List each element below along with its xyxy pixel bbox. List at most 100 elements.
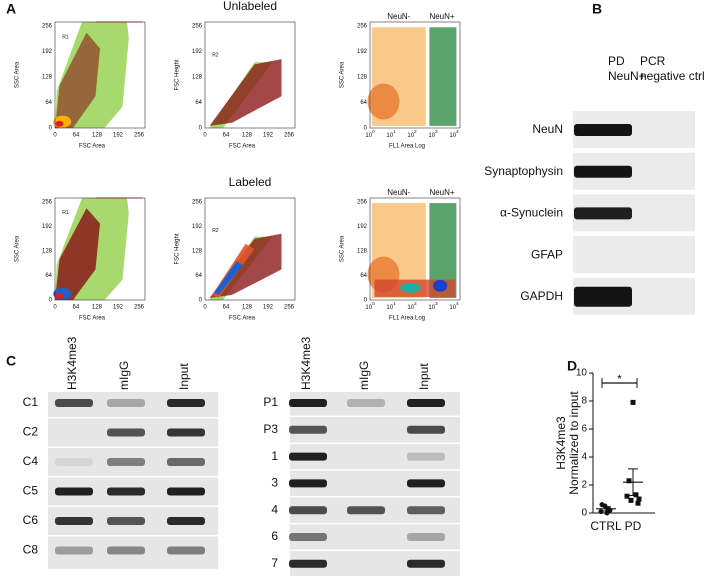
gel-band (167, 487, 205, 496)
y-tick-label: 256 (357, 24, 368, 30)
plot-frame (204, 197, 296, 301)
gel-band (347, 506, 385, 515)
hot-core (214, 261, 243, 295)
gel-band (289, 399, 327, 407)
gel-band (407, 399, 445, 407)
tick-base: 10 (428, 133, 435, 139)
x-tick-label: 0 (53, 305, 57, 311)
gel-band (289, 479, 327, 488)
tick-exp: 0 (372, 301, 375, 306)
gel-band (107, 546, 145, 555)
row-label: 6 (271, 529, 278, 543)
y-tick-label: 128 (357, 75, 368, 81)
y-tick-label: 192 (42, 224, 53, 230)
y-tick-label: 256 (192, 200, 203, 206)
gel-band (574, 124, 632, 136)
gel-band (289, 559, 327, 568)
y-tick-label: 192 (192, 224, 203, 230)
plot-frame (54, 21, 146, 129)
column-label: Input (177, 363, 191, 390)
y-axis-label: SSC Area (340, 235, 346, 262)
gel-band (107, 458, 145, 466)
y-tick-label: 192 (192, 49, 203, 55)
column-label: mIgG (357, 361, 371, 390)
row-label: 1 (271, 449, 278, 463)
gel-band (55, 399, 93, 407)
x-tick-label: 102 (407, 301, 417, 310)
row-label: C2 (23, 425, 39, 439)
x-axis-label: FSC Area (79, 316, 106, 322)
y-tick-label: 10 (576, 368, 588, 379)
gel-band (289, 506, 327, 515)
row-label: 3 (271, 476, 278, 490)
y-tick-label: 64 (195, 273, 202, 279)
row-label: C5 (23, 484, 39, 498)
data-point (624, 493, 630, 499)
y-tick-label: 0 (49, 126, 53, 132)
y-axis-label: FSC Height (175, 59, 181, 90)
column-label: H3K4me3 (299, 336, 313, 390)
gel-band (167, 517, 205, 525)
y-axis-label: SSC Area (15, 61, 21, 88)
column-label: H3K4me3 (65, 336, 79, 390)
gate-label: R1 (62, 210, 69, 216)
x-tick-label: 64 (73, 305, 80, 311)
row-label: GFAP (531, 247, 563, 261)
x-tick-label: CTRL (590, 519, 622, 533)
y-tick-label: 8 (581, 396, 587, 407)
data-point (626, 478, 632, 484)
gel-band (407, 506, 445, 515)
x-tick-label: 101 (386, 129, 396, 138)
tick-exp: 2 (414, 301, 417, 306)
hot-neg (400, 282, 421, 293)
y-axis-label: SSC Area (15, 235, 21, 262)
x-tick-label: 0 (53, 133, 57, 139)
gel-band (289, 452, 327, 461)
gel-band (55, 546, 93, 555)
x-tick-label: 64 (223, 305, 230, 311)
x-axis-label: FSC Area (229, 316, 256, 322)
x-tick-label: 102 (407, 129, 417, 138)
tick-base: 10 (365, 305, 372, 311)
x-tick-label: 64 (223, 133, 230, 139)
column-label: NeuN+ (608, 69, 646, 83)
gel-band (407, 479, 445, 488)
plot-frame (369, 21, 461, 129)
gel-band (407, 452, 445, 461)
gate-label: R2 (212, 228, 219, 234)
tick-exp: 3 (435, 129, 438, 134)
data-point (598, 509, 604, 515)
y-tick-label: 128 (192, 75, 203, 81)
data-point (628, 497, 634, 503)
row-label: Synaptophysin (484, 164, 563, 178)
x-tick-label: 256 (134, 305, 145, 311)
row-label: GAPDH (520, 289, 563, 303)
y-tick-label: 64 (195, 100, 202, 106)
tick-base: 10 (365, 133, 372, 139)
gel-lane (573, 236, 695, 274)
tick-exp: 4 (456, 129, 459, 134)
y-tick-label: 128 (192, 249, 203, 255)
gel-band (167, 458, 205, 466)
y-tick-label: 256 (42, 24, 53, 30)
x-tick-label: 256 (284, 305, 295, 311)
tick-exp: 3 (435, 301, 438, 306)
row-label: P1 (263, 395, 278, 409)
column-label: PCR (640, 54, 666, 68)
gate-label: R2 (212, 53, 219, 59)
pos-gate (429, 27, 457, 126)
tick-exp: 2 (414, 129, 417, 134)
gel-band (289, 533, 327, 541)
gel-band (167, 399, 205, 407)
gel-band (55, 487, 93, 496)
x-tick-label: 128 (242, 133, 253, 139)
gel-band (574, 207, 632, 220)
gate-label: NeuN+ (429, 188, 454, 197)
x-tick-label: 192 (263, 305, 274, 311)
gel-band (107, 399, 145, 407)
x-axis-label: FSC Area (79, 144, 106, 150)
y-axis-label: SSC Area (340, 61, 346, 88)
data-point (633, 492, 639, 498)
hot-core (55, 120, 64, 127)
y-tick-label: 128 (42, 249, 53, 255)
